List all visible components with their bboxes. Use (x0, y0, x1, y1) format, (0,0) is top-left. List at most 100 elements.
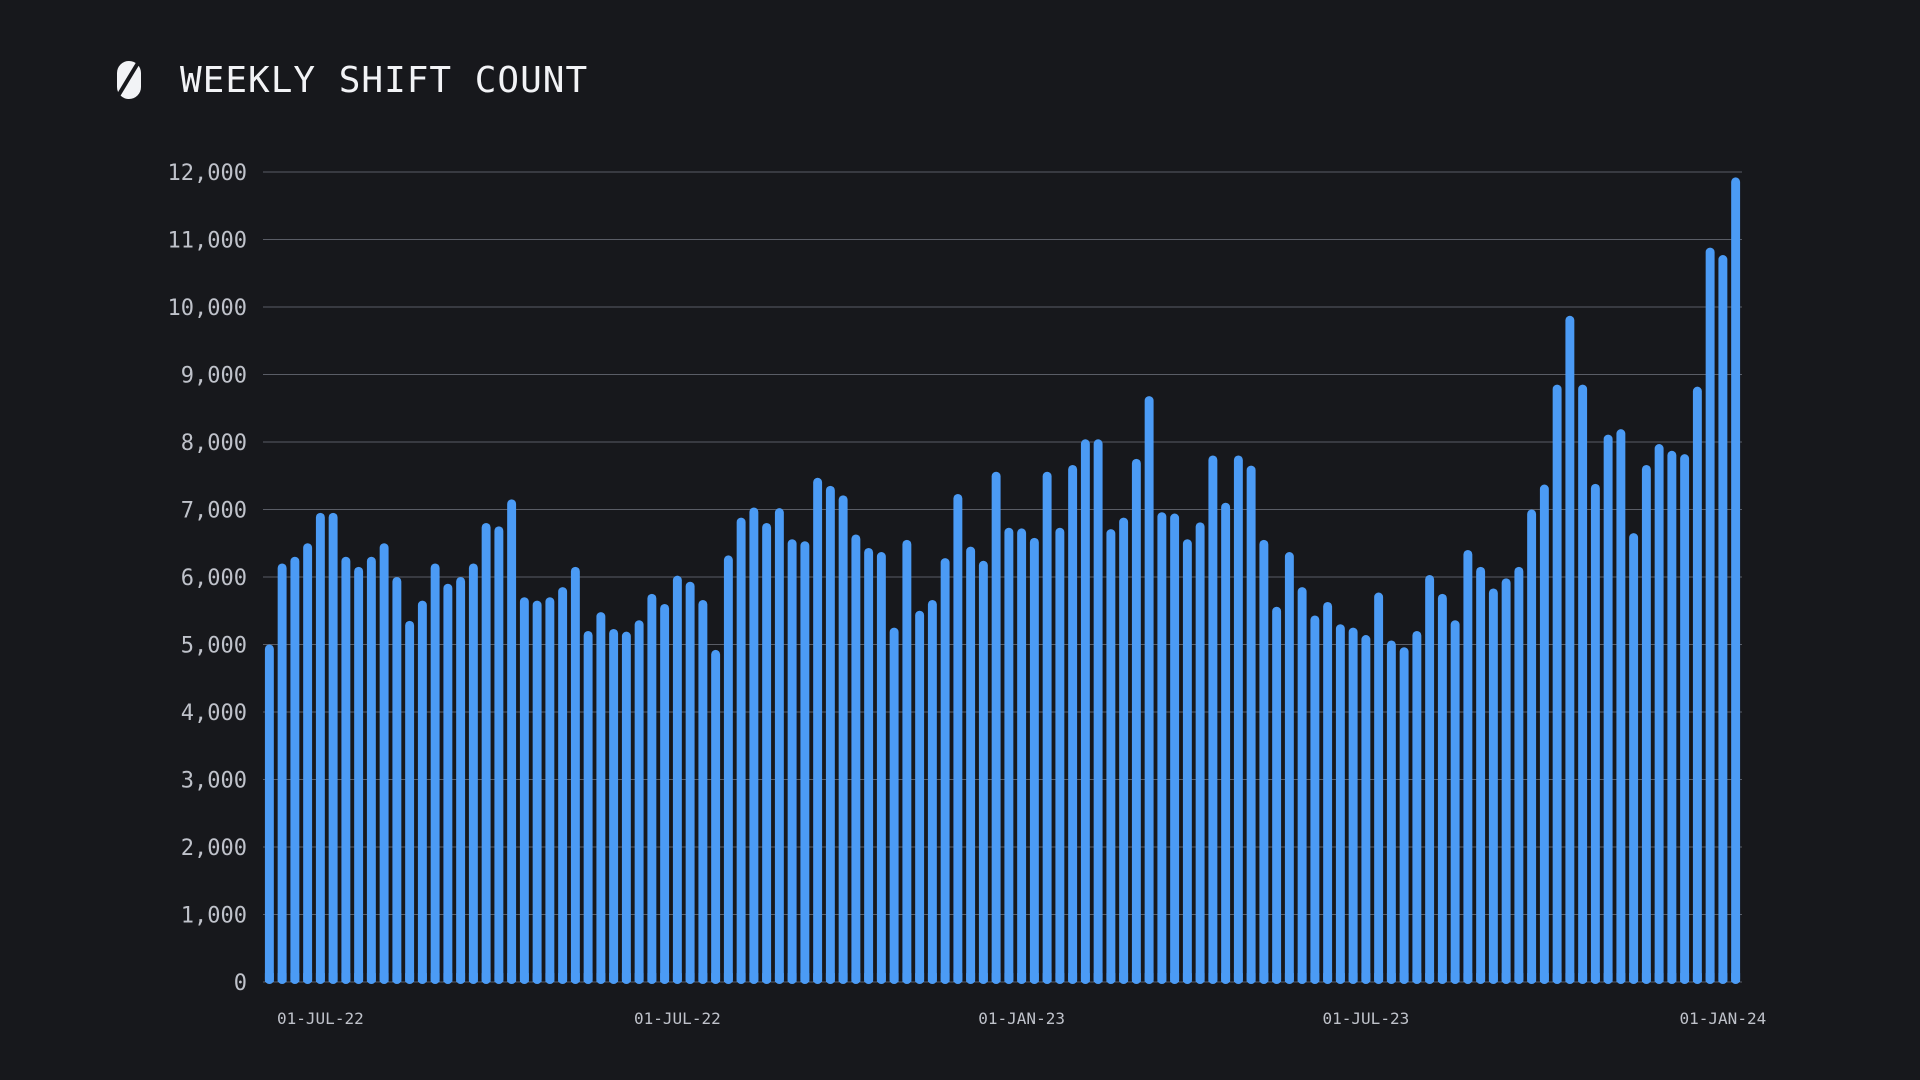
bar[interactable] (1233, 455, 1243, 985)
bar[interactable] (481, 523, 491, 984)
bar[interactable] (570, 566, 580, 984)
bar[interactable] (1578, 384, 1588, 984)
bar[interactable] (519, 597, 529, 984)
bar[interactable] (1399, 647, 1409, 984)
bar[interactable] (723, 555, 733, 984)
bar[interactable] (558, 587, 568, 984)
bar[interactable] (1718, 255, 1728, 984)
bar[interactable] (1323, 601, 1333, 984)
bar[interactable] (532, 600, 542, 984)
bar[interactable] (1527, 509, 1537, 985)
bar[interactable] (1667, 450, 1677, 984)
bar[interactable] (774, 508, 784, 984)
bar[interactable] (341, 556, 351, 984)
bar[interactable] (762, 523, 772, 984)
bar[interactable] (927, 599, 937, 984)
bar[interactable] (787, 539, 797, 984)
bar[interactable] (303, 543, 313, 984)
bar[interactable] (1374, 592, 1384, 984)
bar[interactable] (1042, 471, 1052, 984)
bar[interactable] (736, 517, 746, 984)
bar[interactable] (940, 558, 950, 984)
bar[interactable] (405, 620, 415, 984)
bar[interactable] (864, 547, 874, 984)
bar[interactable] (813, 477, 823, 984)
bar[interactable] (889, 627, 899, 984)
bar[interactable] (1412, 631, 1422, 984)
bar[interactable] (328, 512, 338, 984)
bar[interactable] (1272, 606, 1282, 984)
bar[interactable] (1246, 465, 1256, 984)
bar[interactable] (749, 507, 759, 984)
bar[interactable] (1284, 552, 1294, 984)
bar[interactable] (1476, 566, 1486, 984)
bar[interactable] (915, 610, 925, 984)
bar[interactable] (1463, 550, 1473, 984)
bar[interactable] (621, 631, 631, 984)
bar[interactable] (1616, 429, 1626, 984)
bar[interactable] (1514, 566, 1524, 984)
bar[interactable] (1131, 458, 1141, 984)
bar[interactable] (1029, 537, 1039, 984)
bar[interactable] (494, 526, 504, 984)
bar[interactable] (1119, 517, 1129, 984)
bar[interactable] (1603, 434, 1613, 984)
bar[interactable] (264, 644, 274, 985)
bar[interactable] (1259, 539, 1269, 984)
bar[interactable] (966, 546, 976, 984)
bar[interactable] (647, 593, 657, 984)
bar[interactable] (1565, 315, 1575, 984)
bar[interactable] (277, 563, 287, 985)
bar[interactable] (1004, 527, 1014, 984)
bar[interactable] (596, 612, 606, 984)
bar[interactable] (1539, 484, 1549, 984)
bar[interactable] (1093, 439, 1103, 984)
bar[interactable] (609, 628, 619, 984)
bar[interactable] (634, 620, 644, 984)
bar[interactable] (1590, 483, 1600, 984)
bar[interactable] (978, 560, 988, 984)
bar[interactable] (1361, 635, 1371, 984)
bar[interactable] (1450, 620, 1460, 984)
bar[interactable] (711, 649, 721, 984)
bar[interactable] (1552, 384, 1562, 984)
bar[interactable] (672, 575, 682, 984)
bar[interactable] (1221, 502, 1231, 984)
bar[interactable] (1705, 247, 1715, 985)
bar[interactable] (1692, 386, 1702, 984)
bar[interactable] (1055, 527, 1065, 984)
bar[interactable] (1629, 533, 1639, 984)
bar[interactable] (1297, 587, 1307, 984)
bar[interactable] (876, 552, 886, 984)
bar[interactable] (1080, 439, 1090, 984)
bar[interactable] (1386, 640, 1396, 984)
bar[interactable] (290, 556, 300, 984)
bar[interactable] (443, 583, 453, 984)
bar[interactable] (685, 581, 695, 984)
bar[interactable] (392, 577, 402, 984)
bar[interactable] (456, 577, 466, 984)
bar[interactable] (1208, 455, 1218, 985)
bar[interactable] (379, 543, 389, 984)
bar[interactable] (825, 485, 835, 984)
bar[interactable] (1437, 593, 1447, 984)
bar[interactable] (1501, 578, 1511, 984)
bar[interactable] (1017, 528, 1027, 984)
bar[interactable] (800, 541, 810, 984)
bar[interactable] (1731, 177, 1741, 984)
bar[interactable] (1068, 464, 1078, 984)
bar[interactable] (366, 556, 376, 984)
bar[interactable] (1335, 624, 1345, 984)
bar[interactable] (417, 600, 427, 984)
bar[interactable] (354, 566, 364, 984)
bar[interactable] (1425, 574, 1435, 984)
bar[interactable] (698, 599, 708, 984)
bar[interactable] (838, 495, 848, 984)
bar[interactable] (1182, 539, 1192, 984)
bar[interactable] (953, 493, 963, 984)
bar[interactable] (1170, 513, 1180, 984)
bar[interactable] (902, 539, 912, 984)
bar[interactable] (1488, 588, 1498, 984)
bar[interactable] (507, 499, 517, 984)
bar[interactable] (1310, 615, 1320, 984)
